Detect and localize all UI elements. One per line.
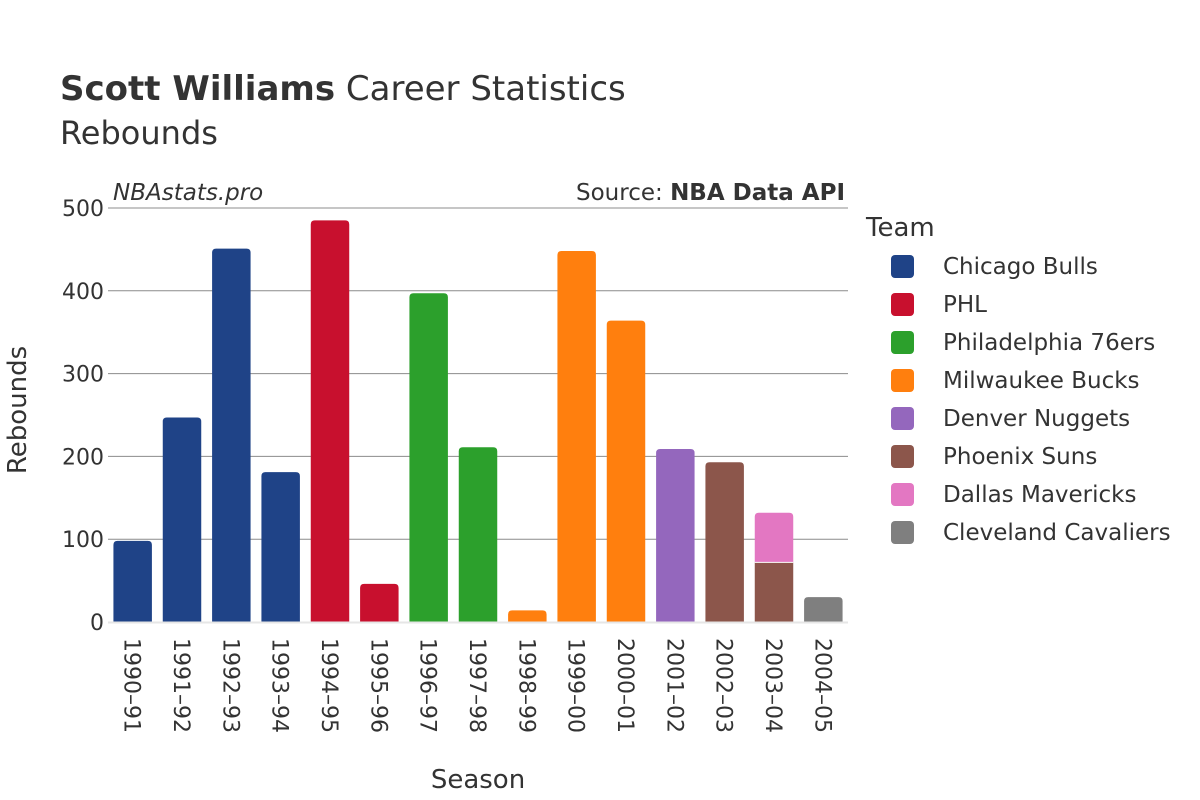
x-tick-label: 1995–96 xyxy=(365,638,390,733)
legend-label: Philadelphia 76ers xyxy=(943,330,1155,356)
legend-swatch xyxy=(891,521,914,544)
y-tick-label: 200 xyxy=(62,445,104,470)
x-tick-label: 2003–04 xyxy=(760,638,785,733)
title-player-name: Scott Williams xyxy=(60,69,335,109)
x-tick-label: 1992–93 xyxy=(217,638,242,733)
legend-swatch xyxy=(891,369,914,392)
title-rest: Career Statistics xyxy=(335,69,626,109)
bar xyxy=(705,462,744,622)
bar xyxy=(754,512,794,563)
x-axis-ticks: 1990–91 1991–92 1992–93 1993–94 1994–95 1995–… xyxy=(119,638,835,733)
legend-item[interactable]: Denver Nuggets xyxy=(891,406,1130,432)
bar xyxy=(409,293,448,622)
x-tick-label: 1998–99 xyxy=(513,638,538,733)
legend-swatch xyxy=(891,483,914,506)
bar xyxy=(804,597,843,622)
y-tick-label: 0 xyxy=(90,611,104,636)
y-tick-label: 100 xyxy=(62,528,104,553)
legend-label: Cleveland Cavaliers xyxy=(943,520,1171,546)
legend-swatch xyxy=(891,445,914,468)
bar xyxy=(754,562,794,622)
chart-title: Scott Williams Career Statistics xyxy=(60,69,626,109)
legend-label: Dallas Mavericks xyxy=(943,482,1136,508)
x-axis-title: Season xyxy=(431,765,525,795)
bar xyxy=(212,248,251,622)
bar xyxy=(656,448,695,622)
legend-label: Chicago Bulls xyxy=(943,254,1098,280)
bar xyxy=(606,320,646,622)
y-axis-ticks: 0 100 200 300 400 500 xyxy=(62,197,104,636)
bars xyxy=(113,220,843,623)
watermark: NBAstats.pro xyxy=(113,180,263,206)
bar xyxy=(557,251,596,622)
legend-label: Phoenix Suns xyxy=(943,444,1097,470)
y-tick-label: 300 xyxy=(62,363,104,388)
legend-label: Milwaukee Bucks xyxy=(943,368,1140,394)
x-tick-label: 1993–94 xyxy=(267,638,292,733)
bar xyxy=(162,417,202,622)
legend-swatch xyxy=(891,255,914,278)
x-tick-label: 1991–92 xyxy=(168,638,193,733)
bar xyxy=(458,447,498,622)
legend-title: Team xyxy=(865,213,935,243)
x-tick-label: 2000–01 xyxy=(612,638,637,733)
legend-item[interactable]: Phoenix Suns xyxy=(891,444,1097,470)
legend-swatch xyxy=(891,331,914,354)
source-name: NBA Data API xyxy=(670,180,845,206)
y-axis-title: Rebounds xyxy=(3,346,33,474)
x-tick-label: 1996–97 xyxy=(415,638,440,733)
legend-item[interactable]: Dallas Mavericks xyxy=(891,482,1136,508)
source-credit: Source: NBA Data API xyxy=(576,180,845,206)
x-tick-label: 2002–03 xyxy=(711,638,736,733)
legend-item[interactable]: Philadelphia 76ers xyxy=(891,330,1155,356)
x-tick-label: 2001–02 xyxy=(661,638,686,733)
bar xyxy=(310,220,350,623)
bar xyxy=(360,583,399,622)
x-tick-label: 2004–05 xyxy=(809,638,834,733)
bar xyxy=(508,610,547,622)
legend-swatch xyxy=(891,293,914,316)
legend-item[interactable]: Milwaukee Bucks xyxy=(891,368,1140,394)
x-tick-label: 1999–00 xyxy=(563,638,588,733)
x-tick-label: 1994–95 xyxy=(316,638,341,733)
x-tick-label: 1997–98 xyxy=(464,638,489,733)
bar xyxy=(261,472,300,622)
legend-item[interactable]: PHL xyxy=(891,292,987,318)
legend-label: PHL xyxy=(943,292,987,318)
y-tick-label: 500 xyxy=(62,197,104,222)
legend-swatch xyxy=(891,407,914,430)
legend-item[interactable]: Cleveland Cavaliers xyxy=(891,520,1171,546)
legend-label: Denver Nuggets xyxy=(943,406,1130,432)
chart-subtitle: Rebounds xyxy=(60,114,218,152)
x-tick-label: 1990–91 xyxy=(119,638,144,733)
legend: Chicago Bulls PHL Philadelphia 76ers Milwau… xyxy=(891,254,1171,546)
source-prefix: Source: xyxy=(576,180,670,206)
y-tick-label: 400 xyxy=(62,280,104,305)
legend-item[interactable]: Chicago Bulls xyxy=(891,254,1098,280)
bar xyxy=(113,540,152,622)
